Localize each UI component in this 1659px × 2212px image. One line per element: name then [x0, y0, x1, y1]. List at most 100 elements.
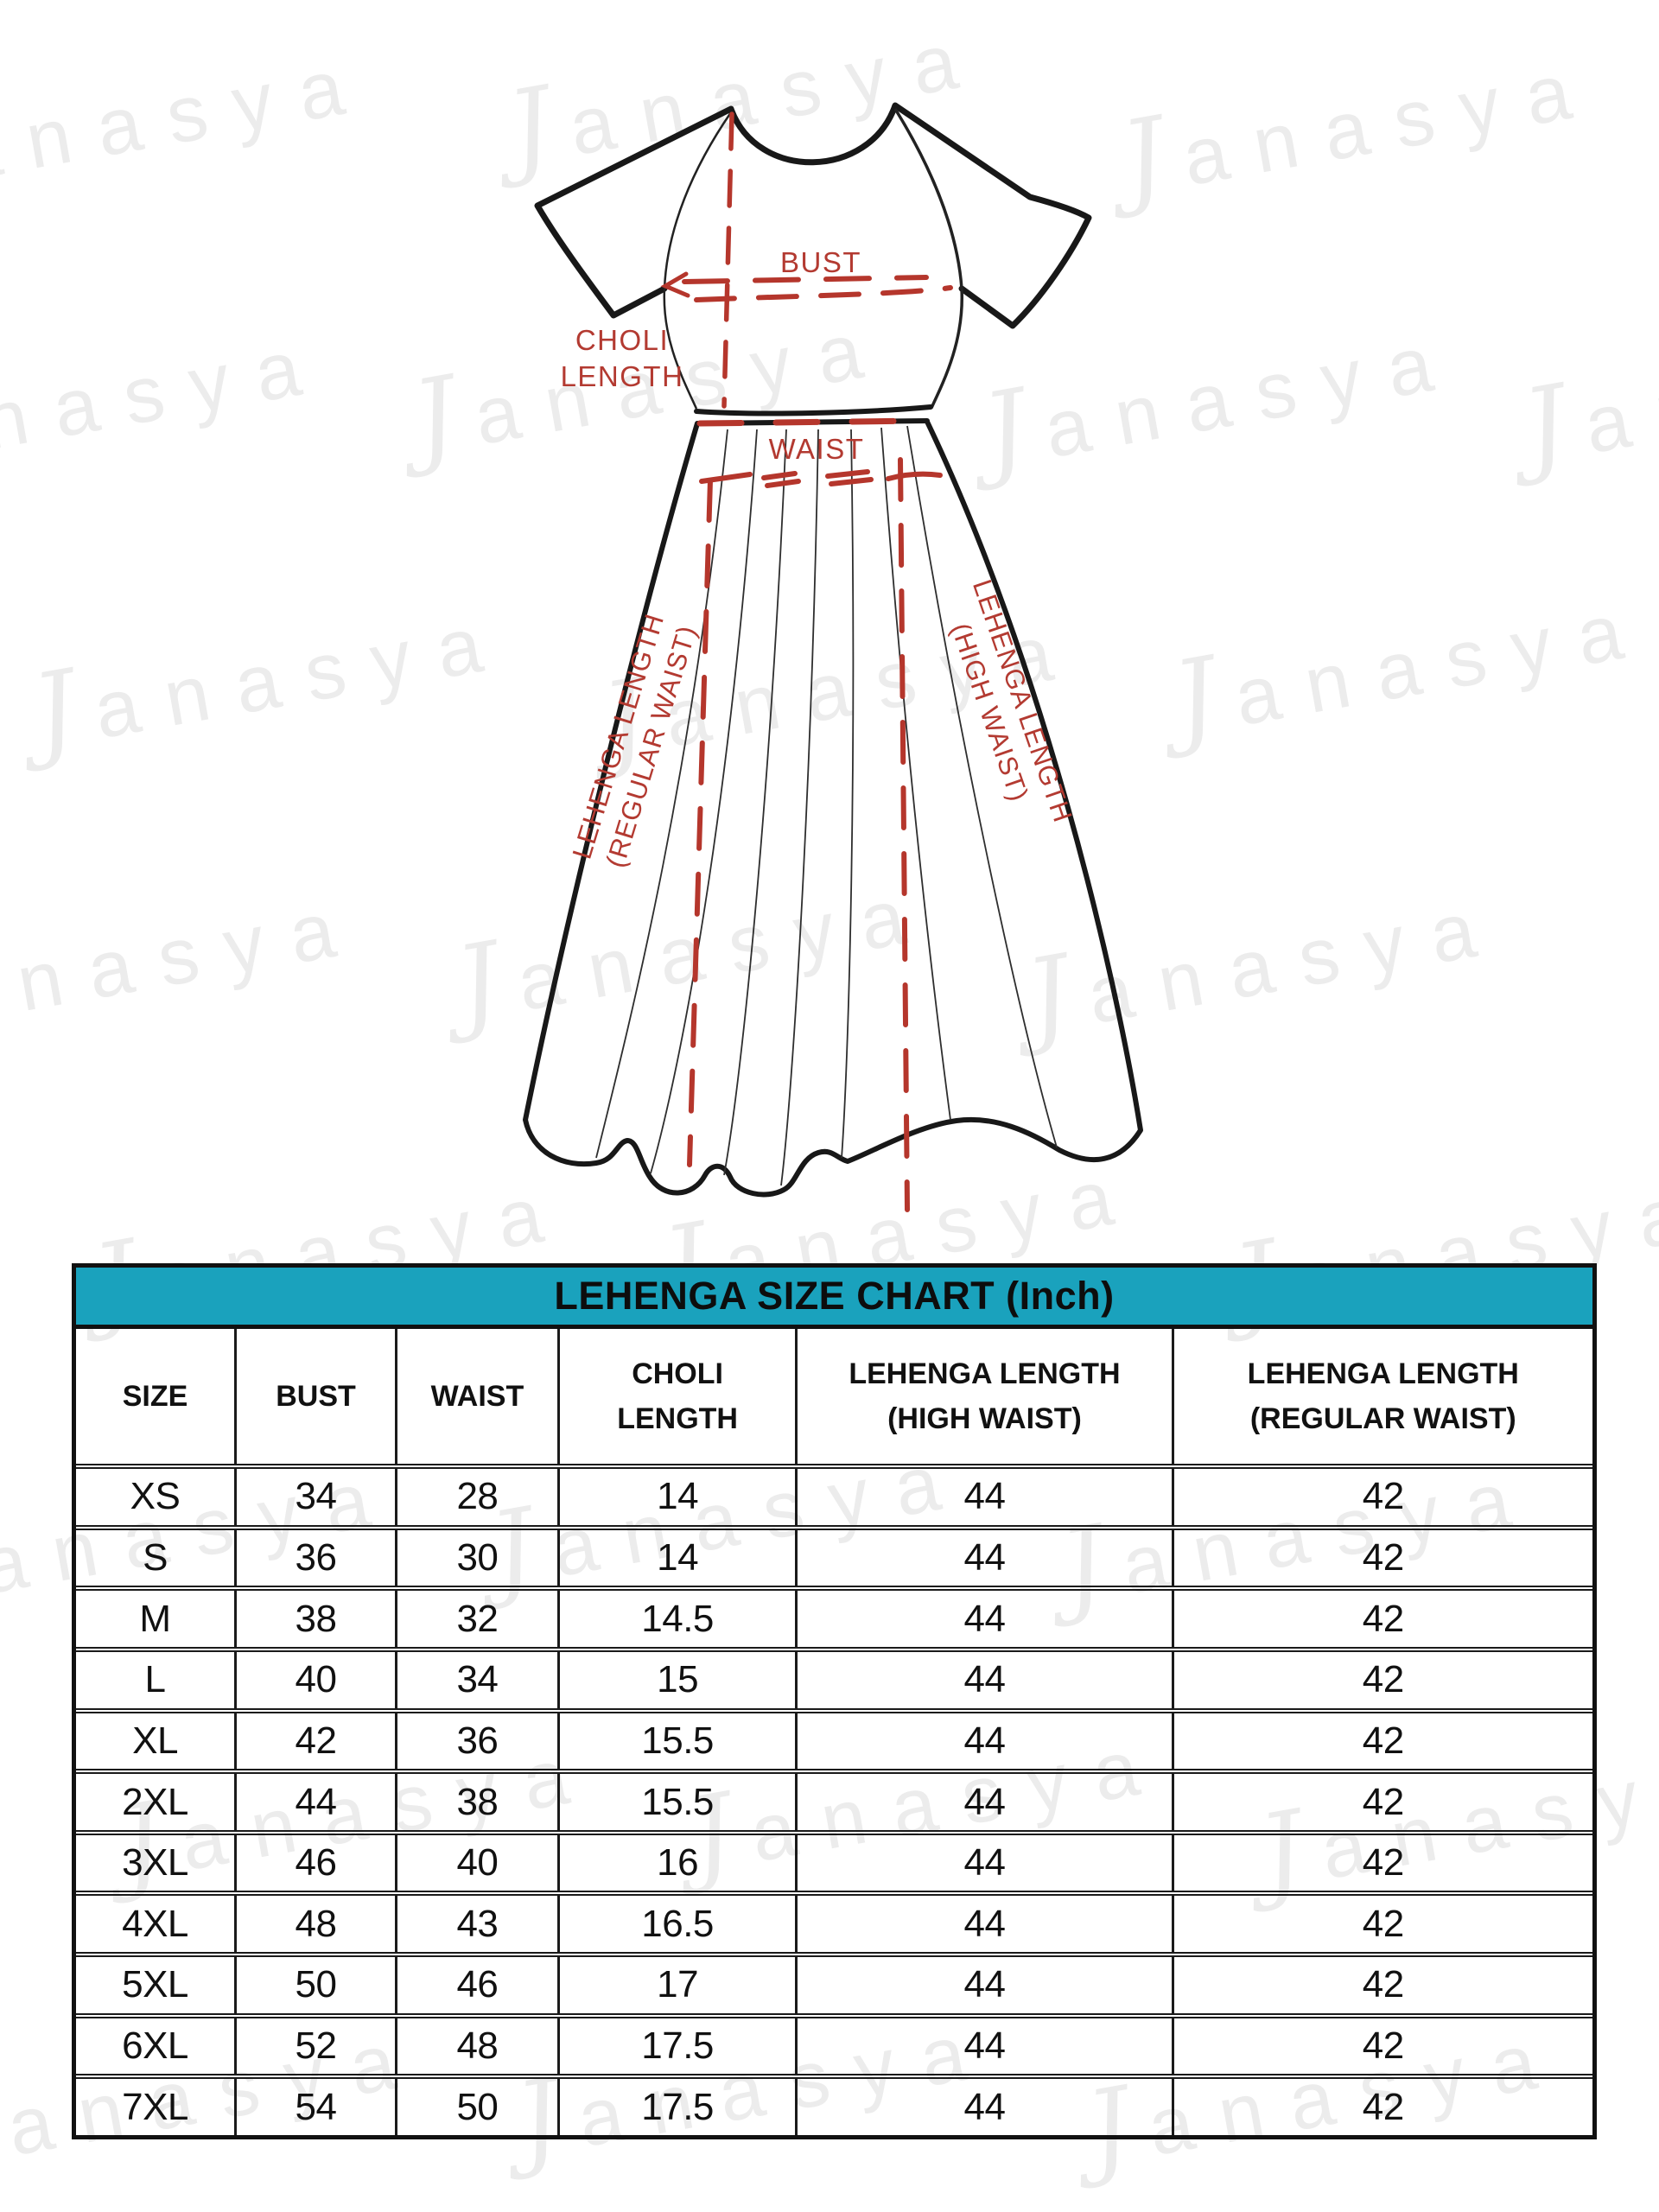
table-cell: 42 — [1362, 1475, 1404, 1518]
column-header-line: CHOLI — [632, 1357, 723, 1390]
table-cell: 42 — [1362, 1780, 1404, 1823]
table-cell: 17.5 — [560, 2079, 798, 2136]
table-cell: 44 — [798, 1896, 1174, 1953]
choli-side-seam-right — [893, 108, 964, 409]
column-header-line: LEHENGA LENGTH — [849, 1357, 1121, 1390]
bust-label: BUST — [779, 246, 861, 278]
size-chart-header-row: SIZE BUST WAIST CHOLI LENGTH LEHENGA LENGTH (H… — [76, 1329, 1592, 1464]
table-cell: 7XL — [76, 2079, 238, 2136]
column-header: CHOLI LENGTH — [560, 1329, 798, 1464]
lehenga-dress-drawing — [523, 102, 1143, 1212]
table-cell: 44 — [798, 1957, 1174, 2013]
lehenga-length-regular-dashed-line — [687, 478, 713, 1167]
table-cell: 42 — [1362, 1963, 1404, 2006]
table-cell: 44 — [798, 1713, 1174, 1770]
table-cell: XS — [76, 1469, 238, 1525]
table-cell: 17.5 — [560, 2018, 798, 2075]
table-cell: 40 — [237, 1651, 398, 1708]
table-row: 6XL 52 48 17.5 44 42 — [76, 2012, 1592, 2075]
table-row: 2XL 44 38 15.5 44 42 — [76, 1769, 1592, 1830]
column-header-line: SIZE — [122, 1380, 188, 1413]
table-cell: 50 — [237, 1957, 398, 2013]
table-cell: 42 — [1362, 1902, 1404, 1945]
table-cell: 44 — [798, 1529, 1174, 1586]
table-cell: 44 — [798, 2018, 1174, 2075]
table-cell: 14.5 — [560, 1591, 798, 1647]
table-cell: 40 — [397, 1834, 560, 1891]
lehenga-length-high-dashed-line — [898, 457, 910, 1212]
waist-label: WAIST — [768, 433, 865, 465]
bust-dashed-line-upper — [682, 275, 929, 284]
table-cell: 36 — [397, 1713, 560, 1770]
column-header-line: BUST — [276, 1380, 356, 1413]
table-cell: 14 — [560, 1529, 798, 1586]
table-cell: 30 — [397, 1529, 560, 1586]
table-cell: L — [76, 1651, 238, 1708]
table-cell: 42 — [1362, 2085, 1404, 2128]
column-header-line: WAIST — [430, 1380, 524, 1413]
table-cell: 44 — [798, 1834, 1174, 1891]
lehenga-skirt-outline — [523, 420, 1143, 1198]
choli-hem-line — [694, 404, 933, 416]
table-cell: 14 — [560, 1469, 798, 1525]
table-cell: 43 — [397, 1896, 560, 1953]
table-cell: 17 — [560, 1957, 798, 2013]
table-row: S 36 30 14 44 42 — [76, 1524, 1592, 1586]
choli-length-dashed-line — [721, 111, 734, 409]
table-cell: 42 — [1362, 1658, 1404, 1701]
table-cell: 50 — [397, 2079, 560, 2136]
table-cell: 42 — [1362, 1535, 1404, 1579]
table-cell: 42 — [1362, 1597, 1404, 1640]
table-row: M 38 32 14.5 44 42 — [76, 1586, 1592, 1647]
table-cell: 2XL — [76, 1774, 238, 1830]
choli-side-seam-left — [663, 111, 733, 410]
table-cell: S — [76, 1529, 238, 1586]
table-cell: 46 — [397, 1957, 560, 2013]
choli-outline — [534, 102, 1092, 329]
table-cell: 44 — [798, 1469, 1174, 1525]
table-cell: 42 — [1362, 1719, 1404, 1762]
column-header: LEHENGA LENGTH (REGULAR WAIST) — [1174, 1329, 1592, 1464]
table-cell: XL — [76, 1713, 238, 1770]
table-cell: 5XL — [76, 1957, 238, 2013]
table-cell: 48 — [397, 2018, 560, 2075]
table-cell: 32 — [397, 1591, 560, 1647]
table-cell: 52 — [237, 2018, 398, 2075]
table-cell: M — [76, 1591, 238, 1647]
column-header: WAIST — [397, 1329, 560, 1464]
bust-dashed-line-lower — [694, 285, 953, 302]
measurement-lines — [660, 111, 953, 1212]
table-cell: 36 — [237, 1529, 398, 1586]
table-cell: 44 — [798, 1651, 1174, 1708]
table-cell: 46 — [237, 1834, 398, 1891]
table-cell: 15.5 — [560, 1774, 798, 1830]
table-row: XS 34 28 14 44 42 — [76, 1464, 1592, 1525]
table-row: XL 42 36 15.5 44 42 — [76, 1707, 1592, 1770]
table-cell: 34 — [237, 1469, 398, 1525]
table-cell: 38 — [397, 1774, 560, 1830]
table-cell: 3XL — [76, 1834, 238, 1891]
table-row: 4XL 48 43 16.5 44 42 — [76, 1891, 1592, 1953]
table-cell: 15 — [560, 1651, 798, 1708]
table-row: 7XL 54 50 17.5 44 42 — [76, 2074, 1592, 2136]
table-row: L 40 34 15 44 42 — [76, 1646, 1592, 1708]
table-cell: 15.5 — [560, 1713, 798, 1770]
lehenga-measurement-diagram: BUST CHOLI LENGTH WAIST LEHENGA LENGTH (… — [523, 102, 1143, 1212]
table-cell: 6XL — [76, 2018, 238, 2075]
table-cell: 28 — [397, 1469, 560, 1525]
column-header: LEHENGA LENGTH (HIGH WAIST) — [798, 1329, 1174, 1464]
table-cell: 42 — [1362, 1841, 1404, 1885]
table-row: 3XL 46 40 16 44 42 — [76, 1829, 1592, 1891]
table-cell: 34 — [397, 1651, 560, 1708]
choli-length-label: CHOLI LENGTH — [560, 324, 684, 392]
table-cell: 48 — [237, 1896, 398, 1953]
table-cell: 38 — [237, 1591, 398, 1647]
waist-dashed-line — [696, 417, 928, 427]
table-cell: 44 — [798, 1591, 1174, 1647]
size-chart-title: LEHENGA SIZE CHART (Inch) — [76, 1268, 1592, 1329]
column-header-line: LEHENGA LENGTH — [1247, 1357, 1519, 1390]
table-cell: 42 — [237, 1713, 398, 1770]
column-header-line: LENGTH — [617, 1402, 738, 1435]
table-cell: 16 — [560, 1834, 798, 1891]
column-header-line: (REGULAR WAIST) — [1249, 1402, 1516, 1435]
